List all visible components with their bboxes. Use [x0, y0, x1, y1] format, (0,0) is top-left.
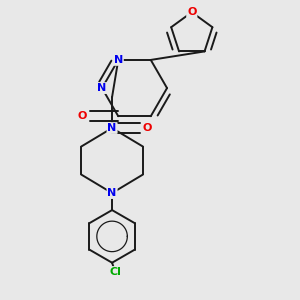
Text: Cl: Cl — [109, 267, 121, 277]
Text: O: O — [143, 123, 152, 133]
Text: N: N — [98, 83, 106, 93]
Text: O: O — [78, 111, 87, 121]
Text: N: N — [114, 55, 123, 65]
Text: N: N — [107, 123, 117, 133]
Text: O: O — [187, 7, 196, 17]
Text: N: N — [107, 188, 117, 198]
